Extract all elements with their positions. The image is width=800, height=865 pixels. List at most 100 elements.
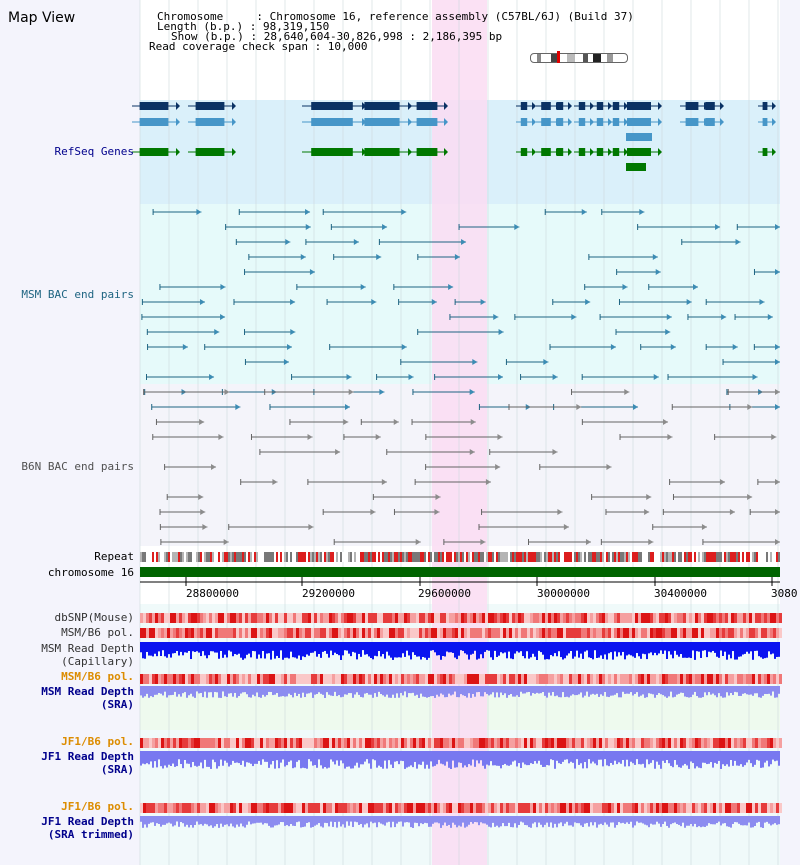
heat-cell (308, 738, 311, 748)
depth-bar (302, 642, 304, 657)
depth-bar (322, 686, 324, 695)
depth-bar (324, 816, 326, 823)
depth-bar (430, 751, 432, 762)
msm-b6-pol-sra-label[interactable]: MSM/B6 pol. (61, 670, 134, 683)
heat-cell (290, 803, 293, 813)
heat-cell (152, 628, 155, 638)
bac-end-arrow (199, 299, 205, 305)
depth-bar (216, 686, 218, 693)
repeat-mark (364, 552, 366, 562)
depth-bar (176, 642, 178, 652)
depth-bar (468, 816, 470, 825)
msm-depth-capillary-label[interactable]: MSM Read Depth (41, 642, 134, 655)
heat-cell (581, 613, 584, 623)
depth-bar (378, 751, 380, 766)
repeat-mark (774, 552, 776, 562)
depth-bar (384, 642, 386, 659)
repeat-mark (708, 552, 710, 562)
depth-bar (516, 751, 518, 767)
depth-bar (286, 751, 288, 766)
depth-bar (312, 751, 314, 766)
depth-bar (350, 686, 352, 694)
heat-cell (737, 674, 740, 684)
depth-bar (410, 642, 412, 660)
repeat-mark (586, 552, 588, 562)
depth-bar (298, 751, 300, 761)
heat-cell (557, 613, 560, 623)
jf1-depth-sra-label[interactable]: JF1 Read Depth (41, 750, 134, 763)
heat-cell (335, 803, 338, 813)
heat-cell (347, 613, 350, 623)
heat-cell (638, 674, 641, 684)
msm-bac-track-label[interactable]: MSM BAC end pairs (21, 288, 134, 301)
jf1-b6-pol-trimmed-label[interactable]: JF1/B6 pol. (61, 800, 134, 813)
heat-cell (140, 674, 143, 684)
depth-bar (668, 751, 670, 764)
depth-bar (778, 816, 780, 825)
depth-bar (660, 642, 662, 651)
repeat-mark (226, 552, 228, 562)
heat-cell (380, 738, 383, 748)
depth-bar (386, 686, 388, 695)
heat-cell (530, 674, 533, 684)
heat-cell (416, 628, 419, 638)
repeat-mark (538, 552, 540, 562)
bac-end-arrow (563, 524, 569, 530)
repeat-mark (292, 552, 294, 562)
heat-cell (590, 738, 593, 748)
depth-bar (162, 751, 164, 769)
depth-bar (524, 642, 526, 659)
heat-cell (158, 613, 161, 623)
depth-bar (236, 642, 238, 655)
depth-bar (762, 686, 764, 696)
repeat-mark (320, 552, 322, 562)
heat-cell (611, 803, 614, 813)
heat-cell (158, 628, 161, 638)
b6n-bac-track-label[interactable]: B6N BAC end pairs (21, 460, 134, 473)
jf1-depth-trimmed-label[interactable]: JF1 Read Depth (41, 815, 134, 828)
repeat-mark (714, 552, 716, 562)
heat-cell (644, 628, 647, 638)
msm-depth-sra-label[interactable]: MSM Read Depth (41, 685, 134, 698)
repeat-mark (512, 552, 514, 562)
repeat-mark (310, 552, 312, 562)
repeat-mark (558, 552, 560, 562)
repeat-mark (170, 552, 172, 562)
repeat-mark (392, 552, 394, 562)
heat-cell (377, 738, 380, 748)
msm-b6-pol-capillary-label[interactable]: MSM/B6 pol. (61, 626, 134, 639)
heat-cell (584, 628, 587, 638)
heat-cell (179, 628, 182, 638)
heat-cell (443, 613, 446, 623)
repeat-mark (210, 552, 212, 562)
heat-cell (329, 613, 332, 623)
depth-bar (552, 686, 554, 693)
heat-cell (431, 628, 434, 638)
chromosome-ideogram[interactable] (530, 53, 628, 63)
depth-bar (514, 751, 516, 761)
repeat-mark (556, 552, 558, 562)
depth-bar (462, 816, 464, 823)
depth-bar (354, 751, 356, 766)
heat-cell (752, 613, 755, 623)
heat-cell (332, 628, 335, 638)
repeat-mark (220, 552, 222, 562)
refseq-track-label[interactable]: RefSeq Genes (54, 145, 134, 158)
dbsnp-track-label[interactable]: dbSNP(Mouse) (54, 611, 134, 624)
depth-bar (422, 816, 424, 825)
depth-bar (260, 816, 262, 823)
heat-cell (230, 738, 233, 748)
depth-bar (452, 642, 454, 653)
repeat-mark (762, 552, 764, 562)
repeat-mark (492, 552, 494, 562)
heat-cell (656, 738, 659, 748)
heat-cell (254, 628, 257, 638)
heat-cell (527, 613, 530, 623)
heat-cell (188, 613, 191, 623)
depth-bar (284, 816, 286, 826)
bac-end-arrow (485, 479, 491, 485)
jf1-b6-pol-label[interactable]: JF1/B6 pol. (61, 735, 134, 748)
heat-cell (428, 674, 431, 684)
heat-cell (701, 674, 704, 684)
